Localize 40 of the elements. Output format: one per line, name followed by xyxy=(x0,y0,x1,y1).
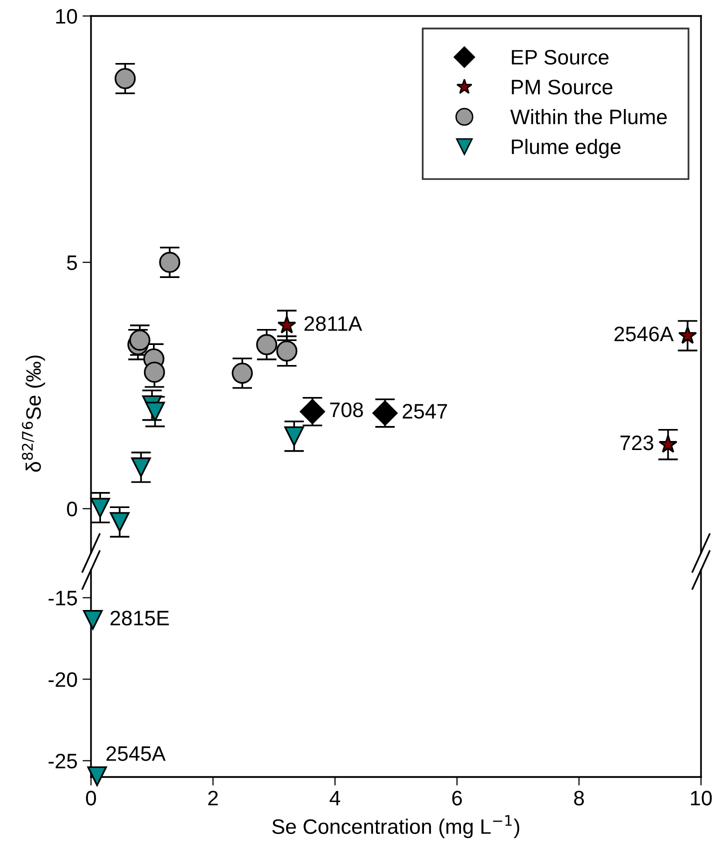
legend-label: PM Source xyxy=(512,80,612,94)
x-tick-label: 0 xyxy=(86,790,96,806)
point xyxy=(129,330,150,351)
point xyxy=(144,362,165,383)
annotation: 2547 xyxy=(402,404,447,419)
x-tick-label: 2 xyxy=(208,790,218,806)
point xyxy=(232,362,253,384)
y-axis-title: δ$^{82/76}$Se (‰) xyxy=(22,356,46,472)
x-tick-label: 6 xyxy=(452,790,462,806)
x-tick-label: 8 xyxy=(574,790,584,806)
annotation: 2811A xyxy=(304,316,362,331)
point xyxy=(159,252,180,273)
x-axis-title: Se Concentration (mg L$^{−1}$) xyxy=(272,815,520,838)
y-tick-label: -15 xyxy=(48,590,77,606)
x-tick-label: 10 xyxy=(691,790,712,806)
point xyxy=(90,498,110,518)
point xyxy=(110,512,130,532)
point xyxy=(277,316,296,334)
annotation: 2815E xyxy=(110,610,169,626)
point xyxy=(276,340,298,362)
x-tick-label: 4 xyxy=(330,790,340,806)
legend-label: Within the Plume xyxy=(510,109,667,124)
point xyxy=(114,68,136,90)
annotation: 723 xyxy=(620,435,654,450)
point xyxy=(678,326,697,344)
y-tick-label: -25 xyxy=(48,754,77,768)
annotation: 2546A xyxy=(614,326,674,342)
point xyxy=(658,434,678,453)
point xyxy=(131,457,151,478)
point xyxy=(256,334,278,356)
y-tick-label: 5 xyxy=(67,256,77,270)
point xyxy=(145,402,165,422)
y-tick-label: 10 xyxy=(56,9,77,24)
y-tick-label: 0 xyxy=(67,502,77,516)
annotation: 708 xyxy=(330,402,363,418)
point xyxy=(284,426,304,446)
y-tick-label: -20 xyxy=(48,672,77,687)
annotation: 2545A xyxy=(106,746,166,761)
legend-label: EP Source xyxy=(512,50,608,65)
legend-label: Plume edge xyxy=(512,138,620,158)
